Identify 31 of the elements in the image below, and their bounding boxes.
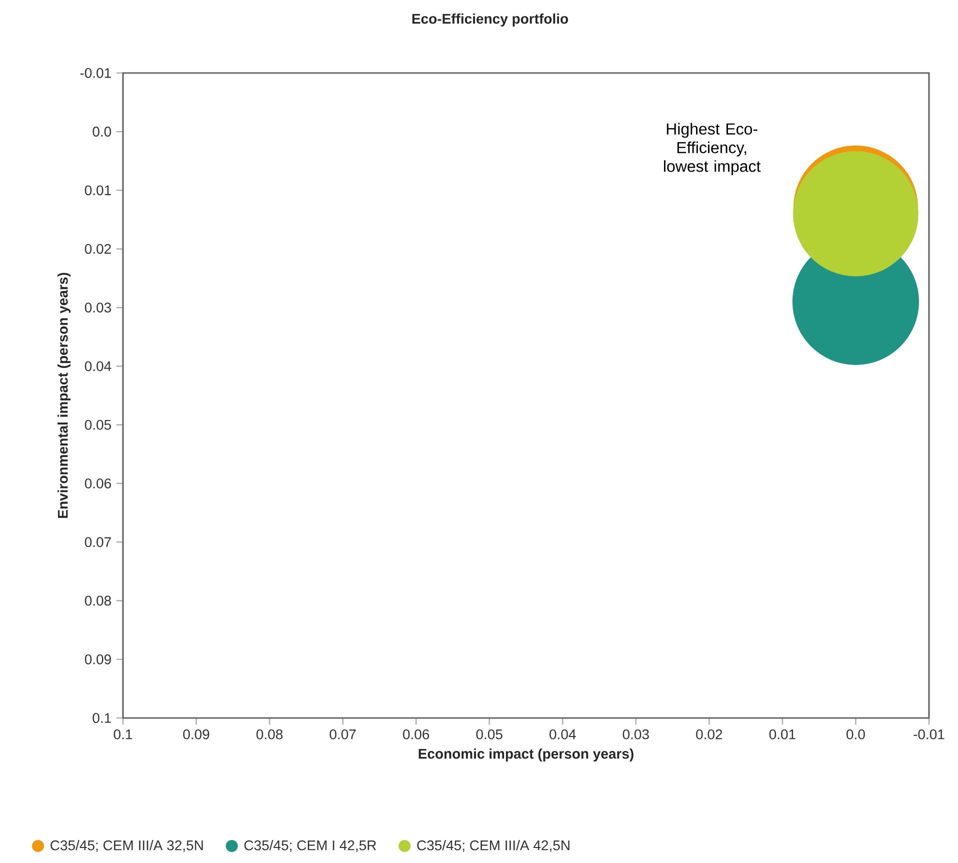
y-tick-label: 0.01 bbox=[84, 185, 111, 196]
annotation: Highest Eco-Efficiency, lowest impact bbox=[664, 122, 761, 176]
chart-title: Eco-Efficiency portfolio bbox=[412, 13, 568, 27]
legend-label: C35/45; CEM III/A 32,5N bbox=[50, 840, 203, 852]
legend-label: C35/45; CEM III/A 42,5N bbox=[417, 840, 570, 852]
x-tick-label: 0.04 bbox=[550, 729, 576, 740]
x-tick-label: 0.08 bbox=[256, 729, 283, 740]
y-axis-title: Environmental impact (person years) bbox=[58, 272, 71, 518]
y-tick-label: 0.03 bbox=[84, 302, 111, 313]
y-tick-label: 0.07 bbox=[84, 537, 111, 548]
x-tick-label: 0.02 bbox=[696, 729, 722, 740]
x-tick-label: 0.07 bbox=[330, 729, 356, 740]
y-tick-label: 0.1 bbox=[92, 713, 111, 723]
x-tick-label: 0.01 bbox=[769, 729, 796, 740]
x-tick-label: 0.06 bbox=[403, 729, 430, 740]
y-tick-label: 0.09 bbox=[84, 654, 111, 664]
x-tick-label: 0.09 bbox=[183, 729, 210, 740]
y-tick-label: 0.06 bbox=[84, 478, 111, 488]
x-tick-label: 0.05 bbox=[476, 729, 502, 740]
x-tick-label: 0.0 bbox=[846, 729, 865, 740]
legend-label: C35/45; CEM I 42,5R bbox=[244, 840, 376, 852]
y-tick-label: 0.0 bbox=[92, 126, 112, 137]
y-tick-label: -0.01 bbox=[80, 68, 111, 78]
x-axis-title: Economic impact (person years) bbox=[418, 748, 634, 762]
x-tick-label: 0.03 bbox=[622, 729, 649, 740]
x-tick-label: 0.1 bbox=[114, 729, 132, 740]
y-tick-label: 0.04 bbox=[84, 361, 112, 372]
y-tick-label: 0.05 bbox=[84, 420, 112, 430]
x-tick-label: -0.01 bbox=[914, 729, 944, 740]
y-tick-label: 0.02 bbox=[84, 244, 111, 254]
y-tick-label: 0.08 bbox=[84, 596, 111, 606]
